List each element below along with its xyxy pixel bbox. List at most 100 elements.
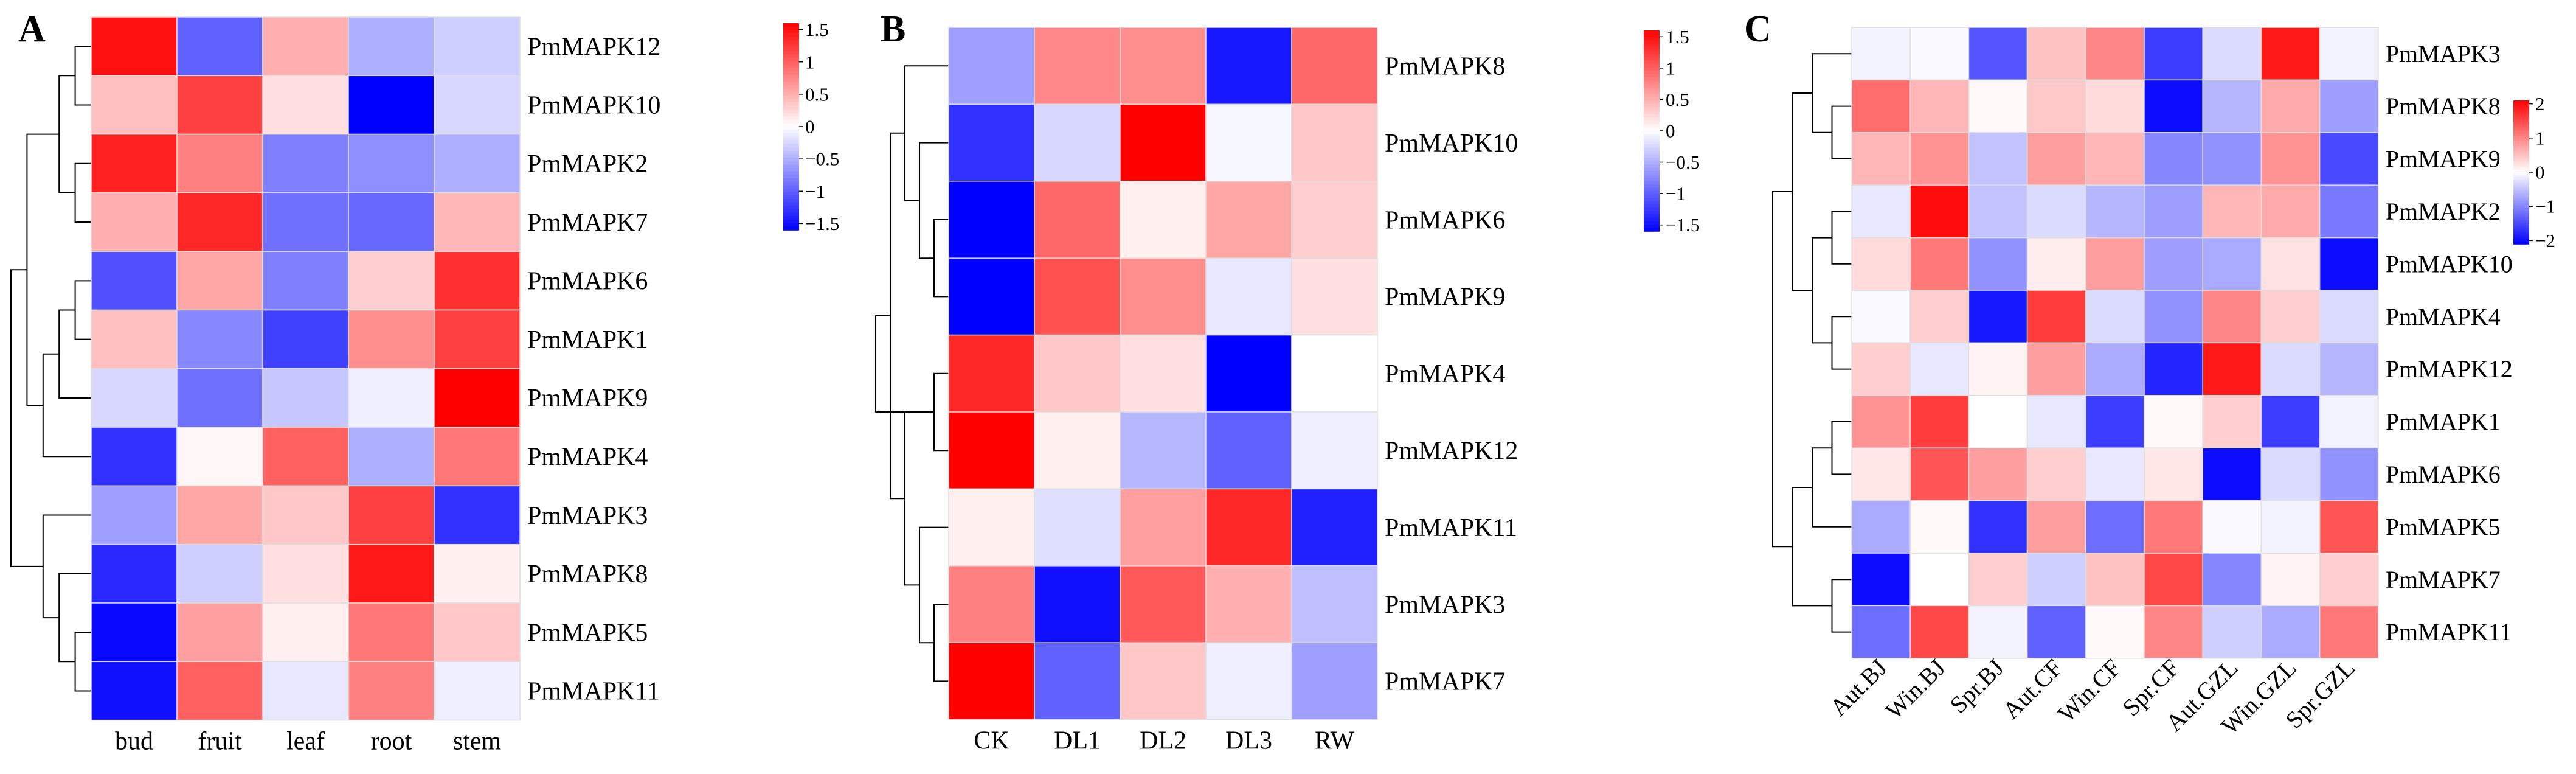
heatmap-cell bbox=[1851, 342, 1911, 396]
colorbar-tick-label: 1 bbox=[1666, 57, 1675, 78]
row-label: PmMAPK2 bbox=[527, 150, 648, 178]
panel-label-c: C bbox=[1744, 9, 1771, 50]
heatmap-cell bbox=[1909, 290, 1970, 344]
heatmap-cell bbox=[262, 485, 349, 545]
colorbar-segment bbox=[783, 175, 799, 179]
colorbar-segment bbox=[783, 99, 799, 103]
colorbar-segment bbox=[783, 185, 799, 189]
colorbar-segment bbox=[1644, 37, 1660, 41]
colorbar-segment bbox=[1644, 80, 1660, 85]
row-label: PmMAPK2 bbox=[2386, 198, 2501, 225]
colorbar-segment bbox=[2513, 206, 2529, 209]
colorbar-segment bbox=[1644, 141, 1660, 145]
colorbar-tick-label: −1.5 bbox=[1666, 214, 1700, 235]
colorbar-tick-label: 1 bbox=[805, 51, 815, 72]
heatmap-cell bbox=[2260, 184, 2321, 239]
row-dendrogram-a bbox=[10, 46, 91, 692]
row-labels-a: PmMAPK12 PmMAPK10 PmMAPK2 PmMAPK7 PmMAPK6 PmM… bbox=[527, 33, 660, 705]
colorbar-segment bbox=[2513, 210, 2529, 214]
heatmap-cell bbox=[1205, 334, 1292, 413]
colorbar-tick-label: 0.5 bbox=[805, 83, 829, 105]
heatmap-cell bbox=[262, 192, 349, 252]
column-labels-a: bud fruit leaf root stem bbox=[115, 728, 501, 756]
row-label: PmMAPK4 bbox=[527, 444, 648, 472]
heatmap-cell bbox=[2319, 237, 2379, 291]
heatmap-cell bbox=[2202, 395, 2262, 448]
heatmap-cell bbox=[2260, 395, 2321, 448]
row-label: PmMAPK7 bbox=[2386, 566, 2501, 593]
colorbar-segment bbox=[1644, 144, 1660, 148]
heatmap-cell bbox=[2319, 605, 2379, 659]
colorbar-segment bbox=[2513, 119, 2529, 123]
heatmap-cell bbox=[262, 75, 349, 135]
heatmap-cell bbox=[262, 16, 349, 77]
heatmap-cell bbox=[1968, 395, 2028, 448]
heatmap-cell bbox=[1851, 447, 1911, 501]
heatmap-cell bbox=[1851, 395, 1911, 448]
row-labels-c: PmMAPK3 PmMAPK8 PmMAPK9 PmMAPK2 PmMAPK10 PmMA… bbox=[2386, 40, 2513, 646]
heatmap-cell bbox=[2319, 342, 2379, 396]
heatmap-cell bbox=[176, 602, 263, 663]
colorbar-segment bbox=[2513, 198, 2529, 201]
colorbar-segment bbox=[1644, 138, 1660, 142]
heatmap-cell bbox=[348, 309, 435, 369]
colorbar-segment bbox=[783, 116, 799, 120]
row-label: PmMAPK12 bbox=[2386, 355, 2513, 383]
heatmap-cell bbox=[1851, 27, 1911, 81]
heatmap-cell bbox=[2085, 290, 2145, 344]
row-label: PmMAPK12 bbox=[1385, 437, 1518, 465]
heatmap-cell bbox=[91, 602, 178, 663]
heatmap-cell bbox=[2260, 500, 2321, 554]
heatmap-cell bbox=[348, 251, 435, 311]
colorbar-segment bbox=[783, 68, 799, 72]
colorbar-tick-label: 1 bbox=[2535, 127, 2545, 148]
colorbar-segment bbox=[783, 226, 799, 231]
heatmap-cell bbox=[434, 368, 521, 428]
colorbar-segment bbox=[783, 223, 799, 228]
heatmap-cell bbox=[91, 485, 178, 545]
colorbar-segment bbox=[783, 202, 799, 207]
heatmap-cell bbox=[1909, 500, 1970, 554]
colorbar-segment bbox=[783, 133, 799, 138]
heatmap-cell bbox=[1291, 103, 1378, 182]
colorbar-segment bbox=[2513, 131, 2529, 134]
colorbar-segment bbox=[783, 92, 799, 96]
colorbar-segment bbox=[2513, 148, 2529, 152]
colorbar-segment bbox=[2513, 165, 2529, 168]
colorbar-segment bbox=[1644, 171, 1660, 175]
colorbar-segment bbox=[2513, 232, 2529, 235]
column-label: CK bbox=[974, 727, 1009, 755]
heatmap-cell bbox=[348, 192, 435, 252]
colorbar-segment bbox=[783, 64, 799, 69]
heatmap-cell bbox=[176, 251, 263, 311]
heatmap-cell bbox=[262, 309, 349, 369]
heatmap-cell bbox=[2026, 500, 2086, 554]
colorbar-segment bbox=[1644, 134, 1660, 138]
heatmap-cell bbox=[2085, 237, 2145, 291]
heatmap-cell bbox=[1851, 132, 1911, 186]
heatmap-cell bbox=[2202, 605, 2262, 659]
row-label: PmMAPK4 bbox=[1385, 360, 1505, 388]
colorbar-segment bbox=[1644, 33, 1660, 38]
colorbar-segment bbox=[783, 33, 799, 38]
heatmap-cell bbox=[2260, 342, 2321, 396]
dendrogram-branch bbox=[10, 269, 43, 567]
heatmap-cell bbox=[2085, 132, 2145, 186]
heatmap-cell bbox=[348, 16, 435, 77]
heatmap-cell bbox=[262, 368, 349, 428]
row-label: PmMAPK9 bbox=[1385, 284, 1505, 312]
heatmap-cell bbox=[1291, 257, 1378, 336]
colorbar-segment bbox=[1644, 84, 1660, 88]
colorbar-segment bbox=[2513, 194, 2529, 197]
colorbar-segment bbox=[1644, 221, 1660, 225]
heatmap-cell bbox=[2144, 605, 2203, 659]
colorbar-segment bbox=[1644, 94, 1660, 98]
heatmap-cell bbox=[1034, 257, 1121, 336]
heatmap-cell bbox=[2202, 132, 2262, 186]
heatmap-cell bbox=[1851, 500, 1911, 554]
colorbar-tick-label: 1.5 bbox=[805, 19, 829, 40]
heatmap-cell bbox=[2260, 237, 2321, 291]
colorbar-segment bbox=[2513, 124, 2529, 128]
colorbar-segment bbox=[783, 161, 799, 166]
